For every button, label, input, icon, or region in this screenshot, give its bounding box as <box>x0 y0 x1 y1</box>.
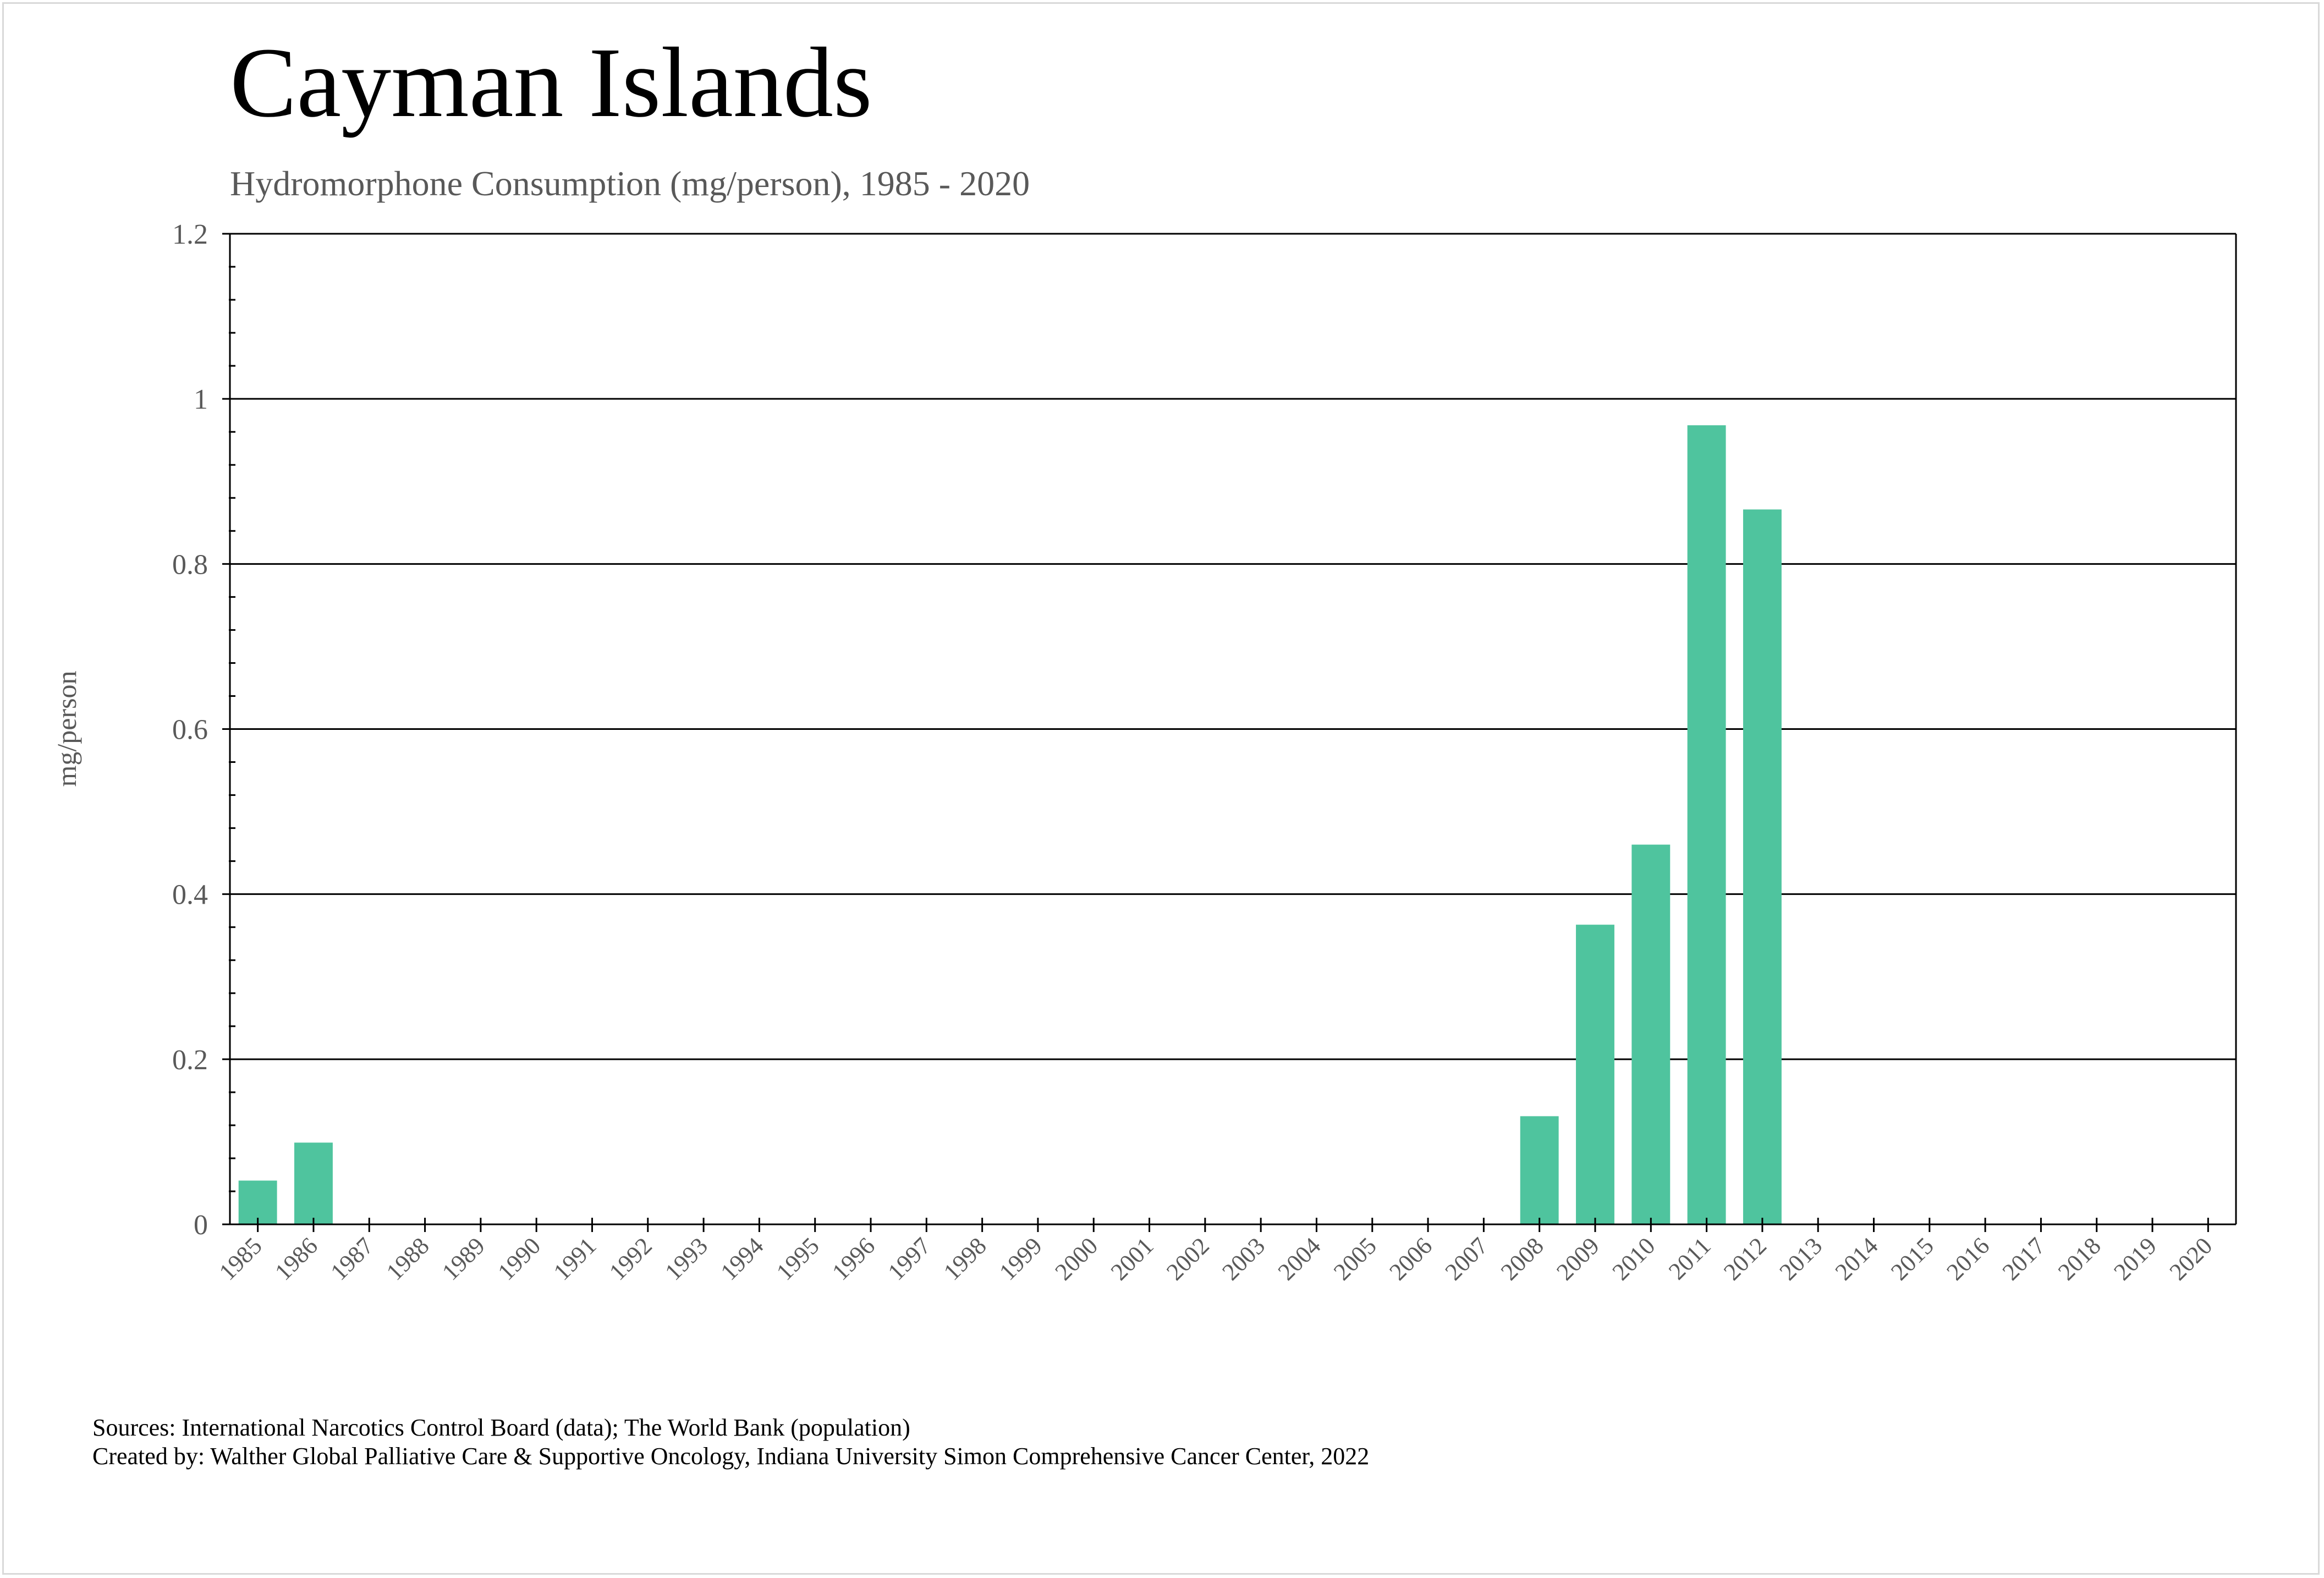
y-tick-label: 0.2 <box>172 1044 208 1076</box>
x-tick-label: 2004 <box>1273 1232 1326 1285</box>
x-tick-label: 2019 <box>2108 1232 2162 1285</box>
x-tick-label: 1989 <box>437 1232 490 1285</box>
bar-1986 <box>294 1142 333 1224</box>
chart-subtitle: Hydromorphone Consumption (mg/person), 1… <box>230 164 1030 203</box>
x-tick-label: 1996 <box>827 1232 880 1285</box>
x-tick-label: 2008 <box>1496 1232 1549 1285</box>
x-tick-label: 1986 <box>270 1232 323 1285</box>
x-tick-label: 2009 <box>1551 1232 1605 1285</box>
x-tick-label: 2005 <box>1328 1232 1382 1285</box>
x-tick-label: 2010 <box>1607 1232 1660 1285</box>
x-tick-label: 1999 <box>994 1232 1047 1285</box>
x-tick-label: 1994 <box>716 1232 769 1285</box>
bar-2008 <box>1520 1116 1559 1224</box>
x-tick-label: 2016 <box>1941 1232 1995 1285</box>
x-tick-label: 2000 <box>1050 1232 1103 1285</box>
bar-2012 <box>1743 509 1782 1224</box>
x-tick-label: 2020 <box>2164 1232 2218 1285</box>
x-tick-label: 1995 <box>771 1232 825 1285</box>
x-tick-label: 1992 <box>604 1232 657 1285</box>
created-by-text: Created by: Walther Global Palliative Ca… <box>92 1443 1370 1470</box>
x-tick-label: 2002 <box>1161 1232 1215 1285</box>
x-tick-label: 2015 <box>1886 1232 1939 1285</box>
x-tick-label: 1985 <box>214 1232 267 1285</box>
bars <box>238 425 1782 1224</box>
x-tick-label: 2014 <box>1830 1232 1883 1285</box>
footer: Sources: International Narcotics Control… <box>92 1414 1369 1471</box>
y-tick-label: 0.4 <box>172 879 208 911</box>
x-tick-label: 1990 <box>492 1232 546 1285</box>
x-tick-label: 2012 <box>1718 1232 1772 1285</box>
x-tick-label: 2003 <box>1217 1232 1270 1285</box>
x-tick-label: 1991 <box>548 1232 602 1285</box>
x-tick-label: 1997 <box>883 1232 936 1285</box>
axes <box>222 233 2237 1232</box>
x-tick-labels: 1985 1986 1987 1988 1989 1990 1991 1992 1993 1994… <box>214 1232 2218 1285</box>
bar-1985 <box>238 1180 277 1224</box>
y-tick-label: 0.8 <box>172 549 208 580</box>
x-tick-label: 2001 <box>1106 1232 1159 1285</box>
gridlines <box>230 233 2236 1060</box>
x-tick-label: 1988 <box>381 1232 435 1285</box>
bar-2010 <box>1631 844 1671 1224</box>
x-tick-label: 1993 <box>660 1232 713 1285</box>
x-tick-label: 2011 <box>1663 1232 1716 1285</box>
y-tick-labels: 0 0.2 0.4 0.6 0.8 1 1.2 <box>172 219 208 1241</box>
y-tick-label: 1 <box>194 384 208 415</box>
x-tick-label: 2006 <box>1384 1232 1437 1285</box>
x-tick-label: 2007 <box>1440 1232 1493 1285</box>
x-tick-label: 2013 <box>1774 1232 1827 1285</box>
y-tick-label: 0.6 <box>172 714 208 746</box>
bar-2009 <box>1576 925 1614 1224</box>
x-tick-label: 1987 <box>325 1232 378 1285</box>
chart-title: Cayman Islands <box>230 28 872 138</box>
x-tick-label: 2017 <box>1997 1232 2051 1285</box>
sources-text: Sources: International Narcotics Control… <box>92 1414 910 1441</box>
y-tick-label: 0 <box>194 1209 208 1241</box>
y-tick-label: 1.2 <box>172 219 208 250</box>
y-axis-label: mg/person <box>51 670 82 787</box>
bar-2011 <box>1687 425 1726 1224</box>
x-tick-label: 2018 <box>2053 1232 2106 1285</box>
x-tick-label: 1998 <box>938 1232 992 1285</box>
